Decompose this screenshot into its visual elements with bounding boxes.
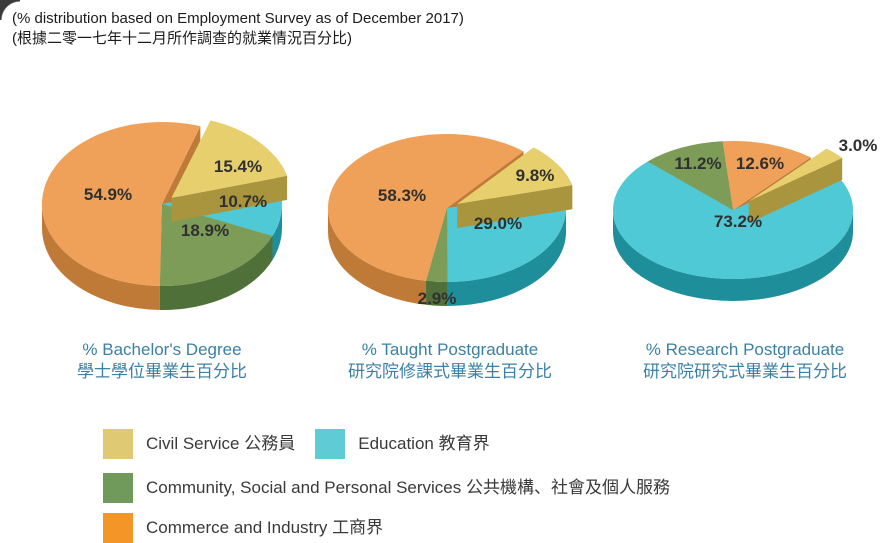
pie-slice-side (613, 210, 853, 301)
legend-row-1: Civil Service 公務員 Education 教育界 (103, 429, 884, 459)
legend-swatch-commerce-industry (103, 513, 133, 543)
pie-chart-research-postgraduate: 12.6% 3.0% 73.2% 11.2% (613, 136, 878, 301)
pie-chart-bachelors-degree: 15.4% 10.7% 18.9% 54.9% (42, 120, 288, 310)
pie-column-research-postgraduate: 12.6% 3.0% 73.2% 11.2% % Research Postgradu… (588, 109, 882, 383)
pie-slice-community (159, 204, 273, 286)
legend-item-education: Education 教育界 (315, 429, 490, 459)
pie-caption-research-postgraduate: % Research Postgraduate 研究院研究式畢業生百分比 (598, 339, 884, 383)
pie-slice-side (426, 280, 448, 306)
pie-slice-side (159, 235, 273, 310)
pie-slice-civil-exploded (457, 147, 573, 205)
legend-swatch-education (315, 429, 346, 459)
pie-percent-label-commerce: 58.3% (378, 186, 426, 205)
header-note-zh: (根據二零一七年十二月所作調查的就業情況百分比) (12, 30, 352, 47)
pie-slice-community (647, 141, 733, 210)
pie-chart-taught-postgraduate: 9.8% 29.0% 2.9% 58.3% (328, 134, 573, 308)
legend-item-civil-service: Civil Service 公務員 (103, 429, 295, 459)
pie-caption-en: % Research Postgraduate (645, 340, 845, 359)
pie-caption-en: % Bachelor's Degree (82, 340, 242, 359)
pie-slice-commerce (328, 134, 524, 281)
pie-slice-civil-exploded (171, 120, 288, 198)
legend-label-community-services: Community, Social and Personal Services … (146, 478, 670, 497)
pie-percent-label-commerce: 12.6% (736, 154, 784, 173)
pie-percent-label-civil: 15.4% (214, 157, 262, 176)
legend-label-civil-service: Civil Service 公務員 (146, 434, 296, 453)
pie-slice-civil-exploded (748, 148, 843, 202)
legend-item-commerce-industry: Commerce and Industry 工商界 (103, 513, 383, 543)
pie-caption-en: % Taught Postgraduate (361, 340, 539, 359)
pie-slice-commerce (722, 141, 811, 210)
legend-row-2: Community, Social and Personal Services … (103, 473, 884, 503)
pie-column-bachelors: 15.4% 10.7% 18.9% 54.9% % Bachelor's Degree… (0, 109, 294, 383)
legend: Civil Service 公務員 Education 教育界 Communit… (0, 429, 884, 543)
header-note-en: (% distribution based on Employment Surv… (12, 10, 464, 27)
pie-caption-bachelors: % Bachelor's Degree 學士學位畢業生百分比 (15, 339, 309, 383)
legend-swatch-civil-service (103, 429, 133, 459)
pie-percent-label-civil: 9.8% (516, 166, 555, 185)
legend-item-community-services: Community, Social and Personal Services … (103, 473, 670, 503)
header-note: (% distribution based on Employment Surv… (0, 0, 884, 49)
pie-column-taught-postgraduate: 9.8% 29.0% 2.9% 58.3% % Taught Postgraduate… (294, 109, 588, 383)
pie-slice-cut-face (457, 185, 573, 229)
legend-label-commerce-industry: Commerce and Industry 工商界 (146, 518, 384, 537)
pie-slice-side (447, 208, 566, 306)
pie-percent-label-education: 73.2% (714, 212, 762, 231)
pie-caption-zh: 研究院修課式畢業生百分比 (348, 362, 552, 381)
pie-percent-label-community: 11.2% (674, 154, 721, 173)
pie-slice-cut-face (171, 175, 288, 222)
pie-slice-side (328, 208, 427, 305)
pie-charts-row: 15.4% 10.7% 18.9% 54.9% % Bachelor's Degree… (0, 109, 884, 383)
pie-caption-zh: 學士學位畢業生百分比 (77, 362, 247, 381)
pie-slice-commerce (42, 122, 201, 286)
pie-percent-label-community: 2.9% (418, 289, 457, 308)
pie-caption-taught-postgraduate: % Taught Postgraduate 研究院修課式畢業生百分比 (303, 339, 597, 383)
pie-caption-zh: 研究院研究式畢業生百分比 (643, 362, 847, 381)
pie-slice-side (272, 204, 282, 260)
pie-percent-label-community: 18.9% (181, 221, 229, 240)
legend-swatch-community-services (103, 473, 133, 503)
legend-row-3: Commerce and Industry 工商界 (103, 513, 884, 543)
pie-percent-label-education: 29.0% (474, 214, 522, 233)
pie-slice-side (42, 204, 160, 310)
legend-label-education: Education 教育界 (358, 434, 490, 453)
pie-percent-label-commerce: 54.9% (84, 185, 132, 204)
pie-slice-community (426, 208, 448, 282)
pie-slice-cut-face (748, 157, 843, 224)
pie-percent-label-civil: 3.0% (839, 136, 878, 155)
pie-percent-label-education: 10.7% (219, 192, 267, 211)
